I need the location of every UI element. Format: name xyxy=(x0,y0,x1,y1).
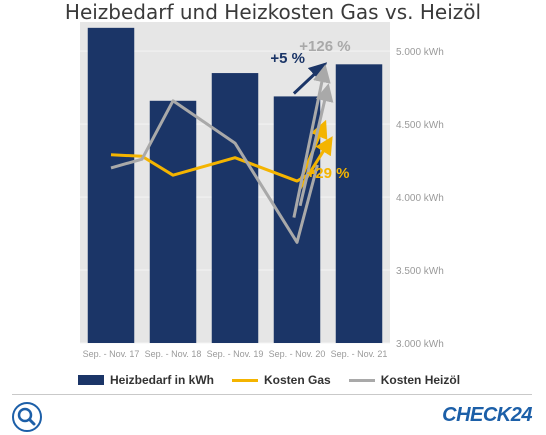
x-tick-label: Sep. - Nov. 21 xyxy=(331,349,388,359)
check24-logo[interactable]: CHECK24 xyxy=(442,404,532,426)
chart: 3.000 kWh 3.500 kWh 4.000 kWh 4.500 kWh 5.00… xyxy=(80,22,444,359)
chart-title: Heizbedarf und Heizkosten Gas vs. Heizöl xyxy=(64,0,482,24)
legend-item-gas: Kosten Gas xyxy=(232,373,331,387)
legend-label-gas: Kosten Gas xyxy=(264,373,331,387)
series-line xyxy=(110,99,319,244)
legend-label-heizbedarf: Heizbedarf in kWh xyxy=(110,373,215,387)
search-button[interactable] xyxy=(12,402,42,432)
y-tick-label: 5.000 kWh xyxy=(396,47,444,58)
legend-swatch-gas xyxy=(232,378,259,382)
trend-arrow xyxy=(298,83,334,207)
annotation-label: +126 % xyxy=(299,38,350,55)
bar xyxy=(87,27,135,343)
search-icon xyxy=(17,407,36,426)
annotation-label: +5 % xyxy=(270,50,305,67)
x-tick-label: Sep. - Nov. 18 xyxy=(145,349,202,359)
y-tick-label: 3.500 kWh xyxy=(396,266,444,277)
bar xyxy=(335,64,383,344)
legend-swatch-heizoel xyxy=(348,378,375,382)
bar xyxy=(211,73,259,344)
legend-item-heizoel: Kosten Heizöl xyxy=(348,373,461,387)
legend-item-heizbedarf: Heizbedarf in kWh xyxy=(78,373,214,387)
bar xyxy=(273,96,321,343)
y-tick-label: 4.000 kWh xyxy=(396,193,444,204)
x-tick-label: Sep. - Nov. 19 xyxy=(207,349,264,359)
legend-swatch-heizbedarf xyxy=(78,375,104,385)
chart-legend: Heizbedarf in kWh Kosten Gas Kosten Heiz… xyxy=(78,370,460,390)
footer-divider xyxy=(12,394,532,395)
annotation-label: +29 % xyxy=(307,165,350,182)
x-tick-label: Sep. - Nov. 17 xyxy=(83,349,140,359)
y-tick-label: 4.500 kWh xyxy=(396,120,444,131)
bar xyxy=(149,100,197,343)
y-tick-label: 3.000 kWh xyxy=(396,339,444,350)
x-tick-label: Sep. - Nov. 20 xyxy=(269,349,326,359)
legend-label-heizoel: Kosten Heizöl xyxy=(380,373,461,387)
